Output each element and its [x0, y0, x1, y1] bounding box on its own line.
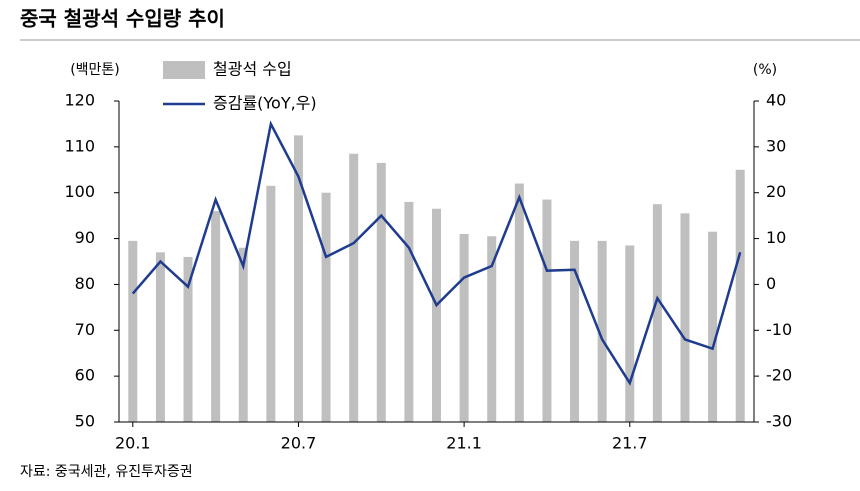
bar: [404, 201, 414, 422]
y2-tick-label: -30: [766, 412, 792, 431]
y2-tick-label: 40: [766, 91, 786, 110]
y-tick-label: 110: [64, 136, 95, 155]
bar: [597, 240, 607, 422]
bar: [570, 240, 580, 422]
bar: [708, 231, 718, 422]
y2-tick-label: 0: [766, 274, 776, 293]
y-tick-label: 90: [75, 228, 95, 247]
bar: [155, 252, 165, 422]
y2-tick-label: 10: [766, 228, 786, 247]
bar: [487, 236, 497, 422]
y2-tick-label: 30: [766, 136, 786, 155]
bar: [735, 169, 745, 422]
bar: [680, 213, 690, 422]
x-tick-label: 21.7: [612, 434, 648, 453]
bar: [349, 153, 359, 422]
y-tick-label: 120: [64, 91, 95, 110]
bar: [514, 183, 524, 422]
y-tick-label: 80: [75, 274, 95, 293]
y-tick-label: 50: [75, 412, 95, 431]
legend-label: 철광석 수입: [213, 60, 292, 79]
bar: [542, 199, 552, 422]
y2-tick-label: 20: [766, 182, 786, 201]
y2-axis-label: (%): [753, 62, 777, 78]
source: 자료: 중국세관, 유진투자증권: [20, 464, 193, 480]
bar: [183, 256, 193, 422]
bar: [266, 185, 276, 422]
y-tick-label: 60: [75, 366, 95, 385]
line: [131, 120, 742, 386]
legend-swatch: [163, 61, 205, 79]
legend-label: 증감률(YoY,우): [213, 94, 317, 113]
y2-tick-label: -10: [766, 320, 792, 339]
bar: [625, 245, 635, 422]
bar: [211, 211, 221, 422]
x-tick-label: 20.7: [281, 434, 317, 453]
x-tick-label: 21.1: [446, 434, 482, 453]
bar: [293, 135, 303, 422]
y2-tick-label: -20: [766, 366, 792, 385]
bar: [376, 162, 386, 422]
bar: [432, 208, 441, 422]
y-tick-label: 70: [75, 320, 95, 339]
bar: [128, 240, 138, 422]
bar: [652, 204, 662, 422]
bar: [238, 247, 248, 422]
y-axis-label: (백만톤): [70, 62, 120, 78]
y-tick-label: 100: [64, 182, 95, 201]
bar: [321, 192, 331, 422]
bar: [459, 233, 469, 422]
chart-title: 중국 철광석 수입량 추이: [20, 7, 225, 31]
x-tick-label: 20.1: [115, 434, 151, 453]
